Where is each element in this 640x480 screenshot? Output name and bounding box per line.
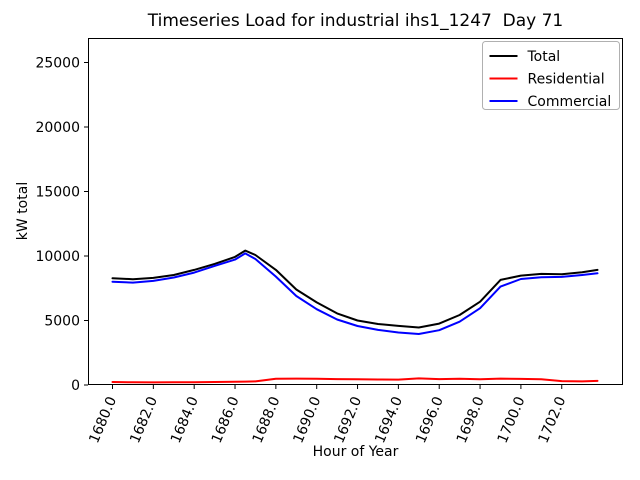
x-tick-label: 1694.0 (372, 394, 406, 445)
chart-title: Timeseries Load for industrial ihs1_1247… (147, 11, 564, 31)
y-tick-label: 0 (71, 378, 80, 394)
x-tick-label: 1686.0 (209, 394, 243, 445)
plot-border (88, 38, 623, 385)
y-tick-label: 15000 (35, 185, 80, 201)
series-line-residential (111, 377, 599, 384)
legend-label-total: Total (527, 49, 561, 65)
x-tick-label: 1696.0 (413, 394, 447, 445)
y-tick-label: 5000 (44, 314, 80, 330)
x-tick-label: 1684.0 (168, 394, 202, 445)
x-tick-label: 1690.0 (291, 394, 325, 445)
x-tick-label: 1698.0 (454, 394, 488, 445)
y-tick-label: 25000 (35, 56, 80, 72)
series-layer (111, 249, 599, 384)
x-axis-label: Hour of Year (313, 444, 399, 460)
legend-label-residential: Residential (528, 72, 605, 88)
series-line-commercial (111, 252, 599, 335)
legend-frame (482, 41, 620, 110)
x-tick-label: 1688.0 (250, 394, 284, 445)
series-line-total (111, 249, 599, 329)
x-tick-label: 1680.0 (86, 394, 120, 445)
y-tick-label: 20000 (35, 120, 80, 136)
x-tick-label: 1692.0 (331, 394, 365, 445)
x-tick-label: 1700.0 (495, 394, 529, 445)
y-axis-label: kW total (15, 182, 31, 240)
legend-label-commercial: Commercial (528, 94, 612, 110)
y-tick-label: 10000 (35, 249, 80, 265)
legend: Total Residential Commercial (482, 41, 620, 110)
x-tick-label: 1682.0 (127, 394, 161, 445)
x-tick-label: 1702.0 (536, 394, 570, 445)
